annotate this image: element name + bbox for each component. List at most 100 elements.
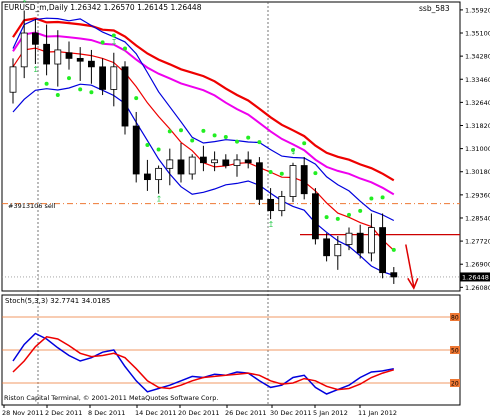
sar-dot [111,33,116,38]
sar-dot [134,96,139,101]
candle[interactable] [43,43,50,65]
projection-arrow [405,244,415,287]
sar-dot [268,170,273,175]
candle[interactable] [211,159,219,164]
candle[interactable] [32,32,39,45]
candle[interactable] [233,159,241,166]
sar-dot [100,40,105,45]
candle[interactable] [311,193,319,240]
candle[interactable] [177,159,185,175]
x-tick-label: 28 Nov 2011 [2,409,44,417]
candle[interactable] [323,238,331,257]
candle[interactable] [99,66,106,90]
sar-dot [380,195,385,200]
candle[interactable] [278,196,286,212]
y-tick-label: 1.27720 [465,238,490,246]
candle[interactable] [199,156,207,164]
lower-channel-line [12,83,394,277]
sar-dot [347,212,351,217]
candle[interactable] [132,125,140,175]
sar-dot [369,196,374,201]
sar-dot [313,171,318,176]
sar-dot [391,247,396,252]
current-price-label: 1.26448 [462,273,489,281]
sar-dot [358,208,363,213]
candle[interactable] [110,66,118,90]
indicator-label: ssb_583 [419,4,450,13]
candle[interactable] [267,198,275,212]
sar-dot [179,128,183,133]
candle[interactable] [121,66,129,127]
y-tick-label: 1.31820 [465,122,490,130]
sar-dot [324,215,329,220]
y-tick-label: 1.34280 [465,53,490,61]
candle[interactable] [390,272,398,278]
fractal-arrow: ↧ [290,148,297,157]
stoch-signal-line [12,335,395,391]
candle[interactable] [20,32,28,68]
candle[interactable] [334,244,342,257]
candle[interactable] [65,52,73,59]
sar-dot [201,128,206,133]
candle[interactable] [88,60,95,68]
price-tag [460,272,490,282]
sar-dot [123,46,127,51]
candle[interactable] [143,173,151,181]
candle[interactable] [76,57,84,62]
sar-dot [302,141,307,146]
price-panel[interactable]: ↧ ↧ ↥ ↥ ↥ ↧ [1,0,461,405]
y-tick-label: 1.26080 [465,284,490,292]
sar-dot [190,138,195,143]
stoch-panel[interactable]: 80 50 20 [1,294,461,406]
candle[interactable] [345,232,353,245]
x-tick-label: 11 Jan 2012 [358,409,397,417]
sar-dot [67,76,71,81]
sar-dot [145,142,150,147]
candle[interactable] [255,162,263,200]
fractal-arrow: ↥ [156,195,163,204]
copyright-footer: Riston Capital Terminal, © 2001-2011 Met… [4,394,218,402]
candle[interactable] [54,49,62,65]
sar-dot [223,135,228,140]
candle[interactable] [166,159,174,169]
y-tick-label: 1.26900 [465,261,490,269]
symbol-header: EURUSD_m,Daily 1.26342 1.26570 1.26145 1… [4,3,202,12]
x-tick-label: 2 Dec 2011 [45,409,82,417]
fractal-arrow: ↧ [111,38,118,47]
x-tick-label: 8 Dec 2011 [88,409,125,417]
order-label: #3913106 sell [8,202,56,210]
stoch-level-tag [450,346,460,354]
sar-dot [335,216,340,221]
candle[interactable] [289,165,297,197]
y-tick-label: 1.33460 [465,76,490,84]
stoch-level-label: 80 [451,315,459,322]
candle[interactable] [155,167,163,181]
candle[interactable] [367,227,375,254]
candle[interactable] [222,159,230,166]
sar-dot [257,140,262,145]
candle[interactable] [356,232,364,254]
sar-dot [78,87,83,92]
axes: 1.35920 1.35100 1.34280 1.33460 1.32640 1.318… [2,6,490,417]
x-tick-label: 14 Dec 2011 [135,409,177,417]
stoch-level-label: 50 [451,348,459,355]
y-tick-label: 1.35920 [465,6,490,14]
sar-dot [246,135,251,140]
candle[interactable] [300,165,308,195]
fractal-arrow: ↥ [32,65,39,74]
sar-dot [212,133,217,138]
candle[interactable] [379,227,387,274]
x-tick-label: 30 Dec 2011 [270,409,312,417]
candle[interactable] [188,156,196,175]
sar-dot [55,93,60,98]
slow-ma-line [12,17,395,182]
y-tick-label: 1.28540 [465,214,490,222]
candle[interactable] [244,159,252,164]
stoch-level-tag [450,379,460,387]
stoch-label: Stoch(5,3,3) 32.7741 34.0185 [5,297,110,305]
y-tick-label: 1.31000 [465,145,490,153]
fractal-arrow: ↧ [21,0,28,4]
candle[interactable] [9,66,17,93]
stoch-level-label: 20 [451,381,459,388]
